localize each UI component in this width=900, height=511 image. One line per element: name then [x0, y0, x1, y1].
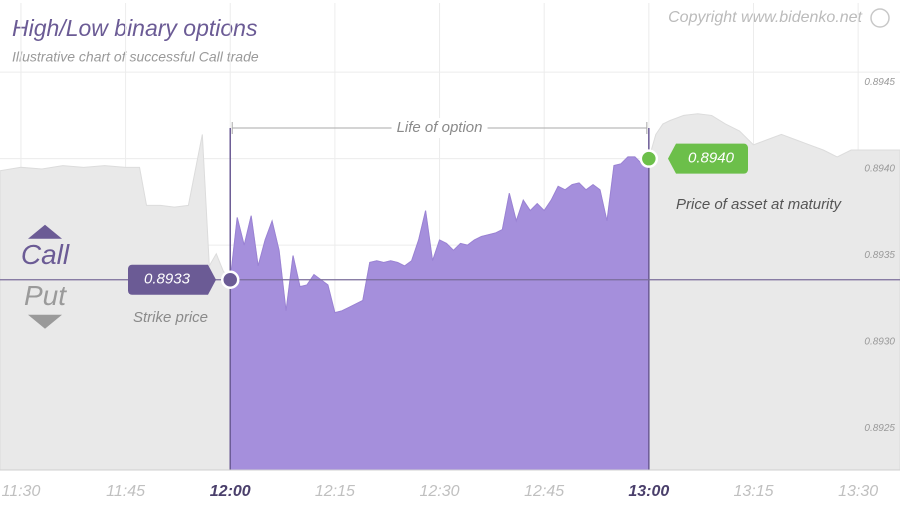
maturity-value-label: 0.8940: [688, 150, 735, 167]
maturity-label-box: [668, 143, 748, 174]
y-tick-label: 0.8930: [864, 336, 895, 347]
x-tick-label: 13:00: [628, 483, 669, 500]
period-label-bg: [391, 118, 488, 138]
put-arrow: [28, 314, 62, 329]
copyright-icon: [870, 8, 890, 28]
x-tick-label: 11:45: [106, 483, 145, 500]
y-tick-label: 0.8945: [864, 77, 895, 88]
chart-title: High/Low binary options: [12, 15, 258, 41]
x-tick-label: 12:00: [210, 483, 251, 500]
option-area: [229, 156, 650, 471]
maturity-label: Price of asset at maturity: [676, 196, 843, 213]
x-tick-label: 13:15: [733, 483, 773, 500]
strike-value-label: 0.8933: [144, 271, 191, 288]
strike-point: [220, 270, 240, 289]
call-arrow: [28, 224, 62, 239]
y-tick-label: 0.8940: [864, 163, 895, 174]
strike-label-box: [128, 264, 216, 295]
y-tick-label: 0.8935: [864, 250, 895, 261]
x-tick-label: 12:30: [420, 483, 460, 500]
x-tick-label: 11:30: [2, 483, 41, 500]
chart-subtitle: Illustrative chart of successful Call tr…: [12, 49, 259, 65]
put-label: Put: [24, 280, 67, 311]
x-tick-label: 13:30: [838, 483, 878, 500]
call-label: Call: [21, 239, 70, 270]
x-tick-label: 12:15: [315, 483, 355, 500]
period-label: Life of option: [397, 119, 483, 136]
strike-label: Strike price: [133, 309, 208, 326]
x-tick-label: 12:45: [524, 483, 564, 500]
y-tick-label: 0.8925: [864, 423, 895, 434]
copyright: Copyright www.bidenko.net: [668, 9, 862, 26]
maturity-point: [639, 149, 659, 168]
